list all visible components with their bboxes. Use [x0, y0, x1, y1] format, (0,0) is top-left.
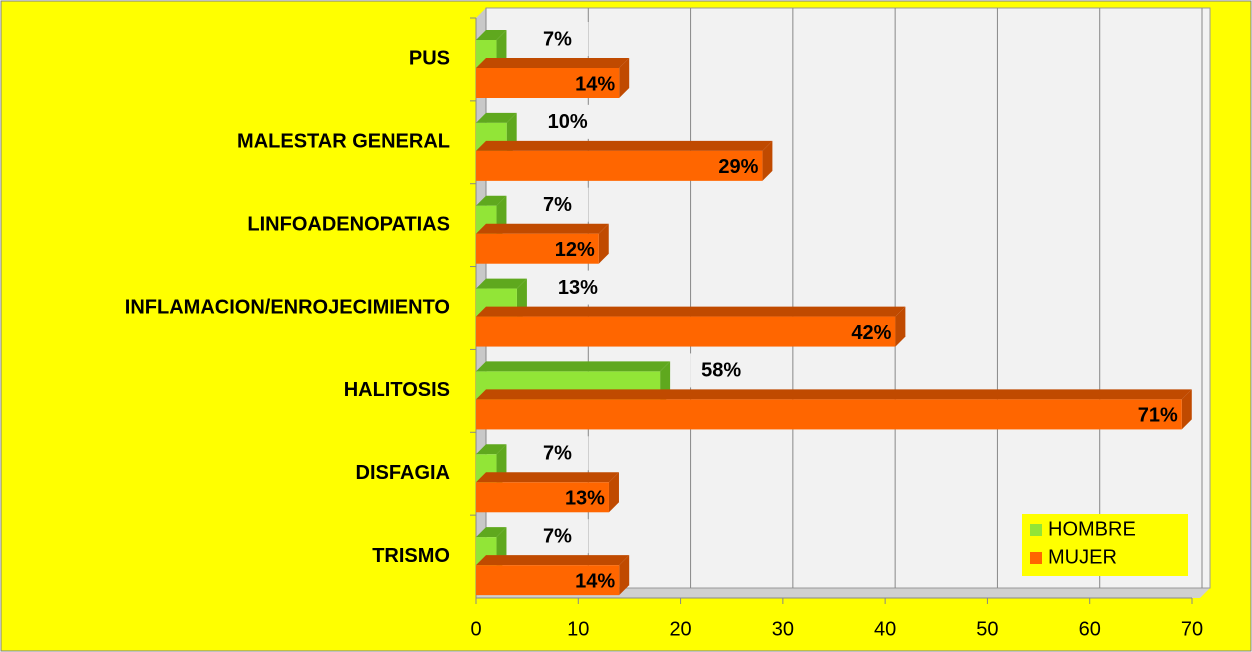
x-tick-label: 30 [772, 618, 794, 640]
bar-side [1181, 389, 1192, 430]
data-label: 7% [543, 525, 572, 547]
label-box [690, 353, 753, 388]
label-box [546, 270, 609, 305]
bar [476, 68, 620, 98]
x-tick-label: 10 [567, 618, 589, 640]
bar-top [476, 555, 630, 566]
x-tick-label: 60 [1079, 618, 1101, 640]
y-tick-label: LINFOADENOPATIAS [247, 213, 450, 235]
bar-top [476, 58, 630, 68]
data-label: 7% [543, 443, 572, 465]
data-label: 10% [548, 111, 588, 133]
x-tick-label: 70 [1181, 618, 1203, 640]
bar-top [476, 112, 517, 123]
bar [476, 565, 620, 596]
floor [476, 588, 1210, 598]
bar-top [476, 223, 609, 234]
data-label: 13% [558, 277, 598, 299]
label-box [526, 22, 589, 56]
x-tick-label: 0 [470, 618, 481, 640]
bar-side [895, 306, 906, 347]
bar-top [476, 527, 507, 538]
data-label: 13% [565, 488, 605, 510]
bar-side [619, 555, 630, 596]
bar-top [476, 140, 773, 151]
data-label: 7% [543, 28, 572, 50]
data-label: 71% [1138, 405, 1178, 427]
legend-swatch [1030, 524, 1042, 536]
bar-top [476, 195, 507, 206]
bar-top [476, 472, 619, 483]
y-tick-label: MALESTAR GENERAL [237, 131, 450, 153]
data-label: 14% [575, 570, 615, 592]
bar [476, 233, 599, 264]
y-tick-label: DISFAGIA [356, 462, 450, 484]
y-tick-label: PUS [409, 48, 450, 70]
bar-top [476, 389, 1192, 400]
label-box [526, 519, 589, 554]
y-tick-label: HALITOSIS [344, 379, 450, 401]
label-box [526, 187, 589, 222]
bar [476, 316, 896, 347]
bar-top [476, 278, 527, 289]
bar [476, 399, 1182, 430]
legend-label: MUJER [1048, 546, 1117, 568]
legend-label: HOMBRE [1048, 518, 1136, 540]
data-label: 14% [575, 73, 615, 95]
data-label: 7% [543, 194, 572, 216]
bar-side [619, 58, 630, 98]
label-box [536, 104, 599, 139]
data-label: 42% [851, 322, 891, 344]
bar-side [762, 140, 773, 181]
x-tick-label: 20 [669, 618, 691, 640]
data-label: 12% [555, 239, 595, 261]
legend-swatch [1030, 552, 1042, 564]
bar-top [476, 30, 507, 40]
bar-side [608, 472, 619, 513]
legend [1022, 514, 1188, 576]
bar-side [598, 223, 609, 264]
x-tick-label: 50 [976, 618, 998, 640]
label-box [526, 436, 589, 471]
x-tick-label: 40 [874, 618, 896, 640]
y-tick-label: INFLAMACION/ENROJECIMIENTO [125, 296, 450, 318]
data-label: 58% [701, 360, 741, 382]
y-tick-label: TRISMO [372, 545, 450, 567]
bar [476, 150, 763, 181]
data-label: 29% [718, 156, 758, 178]
bar-top [476, 444, 507, 455]
bar [476, 482, 609, 513]
bar-top [476, 306, 906, 317]
bar-top [476, 361, 671, 372]
